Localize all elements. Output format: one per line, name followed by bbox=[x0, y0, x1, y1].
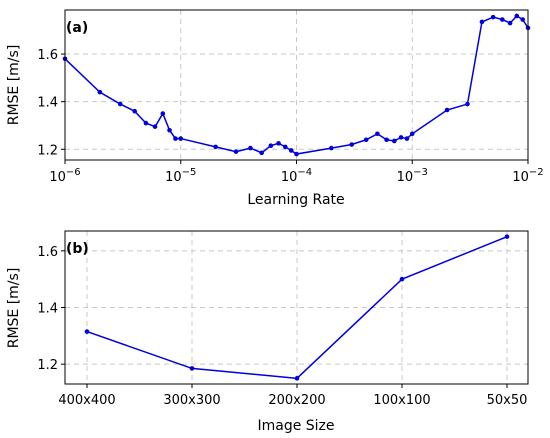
panel-b-ytick-label: 1.4 bbox=[37, 302, 58, 317]
panel-a-data-point bbox=[132, 108, 137, 114]
panel-a-data-point bbox=[384, 137, 389, 143]
panel-a-xlabel: Learning Rate bbox=[247, 192, 344, 208]
panel-a-data-point bbox=[404, 136, 410, 141]
panel-a-xtick-label: 10−5 bbox=[165, 167, 196, 185]
panel-a-series bbox=[62, 13, 531, 157]
panel-a-ticks: 10−6 10−5 10−4 10−3 10−2 1.2 1.4 1.6 bbox=[37, 48, 543, 185]
panel-b-xtick-label: 50x50 bbox=[487, 393, 528, 408]
panel-a-xtick-label: 10−2 bbox=[512, 167, 543, 185]
panel-a-label: (a) bbox=[66, 20, 88, 36]
panel-b-data-point bbox=[189, 366, 195, 371]
panel-a-data-point bbox=[213, 144, 218, 150]
panel-a-xtick-label: 10−4 bbox=[281, 167, 312, 185]
panel-b-series bbox=[84, 234, 510, 381]
panel-a-data-point bbox=[294, 151, 299, 157]
panel-a-data-point bbox=[479, 19, 485, 25]
panel-a-data-point bbox=[288, 148, 294, 153]
panel-a-data-point bbox=[409, 131, 415, 137]
panel-b-xlabel: Image Size bbox=[257, 418, 334, 434]
panel-a-xtick-label: 10−6 bbox=[49, 167, 80, 185]
panel-a-data-point bbox=[500, 17, 505, 22]
panel-b-data-point bbox=[84, 329, 90, 334]
panel-a-data-point bbox=[160, 111, 166, 116]
panel-a-ylabel: RMSE [m/s] bbox=[6, 45, 22, 126]
panel-a-data-point bbox=[392, 138, 397, 144]
panel-a-data-point bbox=[465, 101, 470, 107]
panel-b-grid bbox=[65, 231, 528, 384]
panel-a-data-point bbox=[97, 89, 103, 95]
panel-b-ylabel: RMSE [m/s] bbox=[6, 268, 22, 349]
panel-b-xtick-label: 100x100 bbox=[373, 393, 430, 408]
panel-a-data-point bbox=[276, 141, 281, 146]
panel-a-data-point bbox=[143, 120, 149, 126]
panel-a-data-point bbox=[152, 124, 158, 129]
panel-a-learning-rate: 10−6 10−5 10−4 10−3 10−2 1.2 1.4 1.6 (a) Learni… bbox=[6, 9, 544, 208]
panel-a-ytick-label: 1.2 bbox=[37, 143, 58, 158]
panel-b-image-size: 400x400 300x300 200x200 100x100 50x50 1.2 1.4 1… bbox=[6, 230, 529, 434]
panel-a-data-point bbox=[375, 131, 380, 137]
panel-b-xtick-label: 400x400 bbox=[58, 393, 115, 408]
panel-a-data-point bbox=[444, 107, 450, 113]
panel-a-data-point bbox=[233, 149, 239, 154]
panel-b-data-point bbox=[399, 276, 405, 282]
panel-a-ytick-label: 1.6 bbox=[37, 48, 58, 63]
panel-a-data-point bbox=[520, 17, 526, 22]
panel-b-label: (b) bbox=[66, 241, 89, 257]
panel-b-xtick-label: 200x200 bbox=[268, 393, 325, 408]
panel-a-data-point bbox=[178, 136, 184, 141]
panel-a-data-point bbox=[398, 135, 404, 140]
panel-a-data-point bbox=[282, 144, 288, 150]
panel-b-ytick-label: 1.6 bbox=[37, 245, 58, 260]
panel-a-ytick-label: 1.4 bbox=[37, 96, 58, 111]
panel-b-data-point bbox=[294, 376, 300, 381]
panel-a-data-point bbox=[167, 127, 172, 133]
panel-b-ytick-label: 1.2 bbox=[37, 358, 58, 373]
panel-a-data-point bbox=[329, 145, 334, 151]
panel-a-data-point bbox=[490, 14, 496, 20]
panel-a-data-point bbox=[363, 137, 369, 143]
panel-a-data-point bbox=[173, 136, 178, 141]
panel-a-xtick-label: 10−3 bbox=[397, 167, 428, 185]
panel-a-grid bbox=[64, 10, 529, 160]
panel-a-data-point bbox=[259, 150, 264, 156]
panel-a-data-point bbox=[349, 142, 355, 147]
panel-a-data-point bbox=[268, 143, 274, 149]
panel-b-data-point bbox=[504, 234, 510, 239]
panel-b-ticks: 400x400 300x300 200x200 100x100 50x50 1.2 1.4 1… bbox=[37, 245, 527, 408]
panel-a-data-point bbox=[248, 145, 253, 151]
panel-a-data-point bbox=[514, 13, 520, 19]
panel-a-data-point bbox=[507, 20, 513, 26]
panel-a-data-point bbox=[117, 101, 123, 107]
panel-b-xtick-label: 300x300 bbox=[163, 393, 220, 408]
